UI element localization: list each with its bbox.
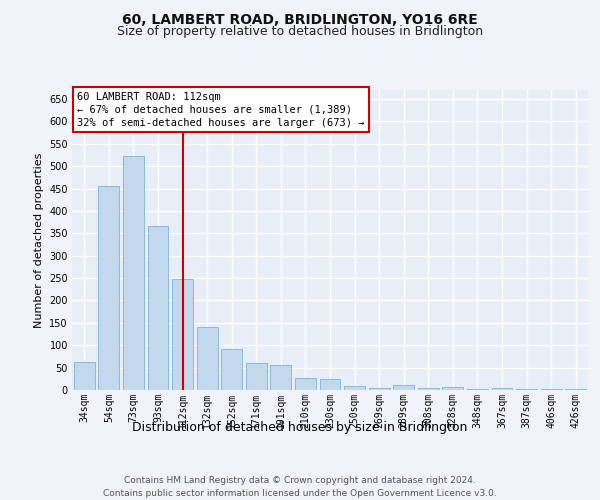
Bar	[148, 226, 169, 390]
Bar	[98, 186, 119, 390]
Text: Distribution of detached houses by size in Bridlington: Distribution of detached houses by size …	[133, 421, 467, 434]
Bar	[516, 389, 537, 390]
Bar	[541, 389, 562, 390]
Text: 60, LAMBERT ROAD, BRIDLINGTON, YO16 6RE: 60, LAMBERT ROAD, BRIDLINGTON, YO16 6RE	[122, 12, 478, 26]
Bar	[368, 388, 389, 390]
Text: 60 LAMBERT ROAD: 112sqm
← 67% of detached houses are smaller (1,389)
32% of semi: 60 LAMBERT ROAD: 112sqm ← 67% of detache…	[77, 92, 365, 128]
Bar	[393, 385, 414, 390]
Bar	[295, 378, 316, 390]
Bar	[221, 349, 242, 390]
Bar	[74, 362, 95, 390]
Bar	[197, 328, 218, 390]
Y-axis label: Number of detached properties: Number of detached properties	[34, 152, 44, 328]
Bar	[172, 280, 193, 390]
Text: Contains HM Land Registry data © Crown copyright and database right 2024.
Contai: Contains HM Land Registry data © Crown c…	[103, 476, 497, 498]
Bar	[246, 363, 267, 390]
Text: Size of property relative to detached houses in Bridlington: Size of property relative to detached ho…	[117, 25, 483, 38]
Bar	[320, 379, 340, 390]
Bar	[344, 386, 365, 390]
Bar	[418, 388, 439, 390]
Bar	[565, 389, 586, 390]
Bar	[123, 156, 144, 390]
Bar	[271, 365, 292, 390]
Bar	[491, 388, 512, 390]
Bar	[467, 388, 488, 390]
Bar	[442, 387, 463, 390]
